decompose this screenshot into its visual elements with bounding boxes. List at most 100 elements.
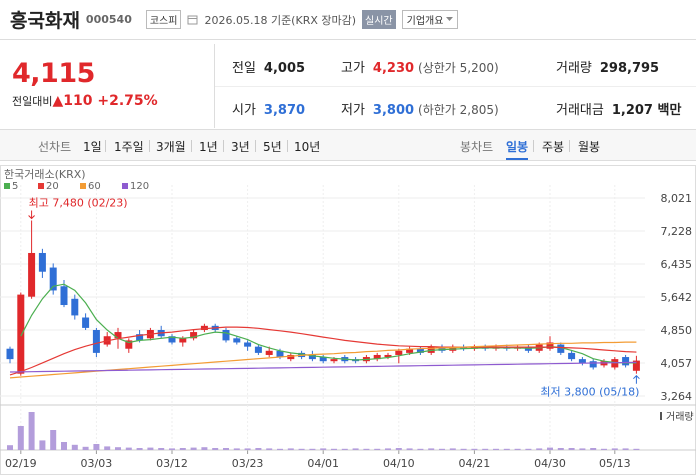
tab[interactable]: 월봉	[578, 140, 601, 154]
volume-bar	[287, 448, 294, 450]
candle-body	[406, 348, 414, 353]
candle-body	[125, 340, 133, 349]
volume-bar	[17, 426, 24, 450]
x-tick-label: 05/13	[599, 457, 631, 470]
candle-body	[168, 336, 176, 343]
candle-body	[395, 350, 403, 355]
volume-bar	[514, 448, 521, 450]
market-badge: 코스피	[145, 10, 182, 29]
candle-body	[622, 357, 630, 366]
candle-body	[222, 329, 230, 341]
y-tick-label: 8,021	[661, 192, 693, 205]
volume-bar	[439, 448, 445, 450]
volume-bar	[71, 444, 78, 450]
company-info-dropdown[interactable]: 기업개요	[401, 10, 459, 29]
dropdown-arrow	[446, 17, 454, 21]
tabs: 선차트 1일 1주일 3개월 1년 3년 5년 10년 봉차트 일봉 주봉 월봉	[0, 129, 696, 161]
annotation-text: 최고 7,480 (02/23)	[29, 197, 128, 210]
legend-label: 60	[88, 181, 101, 192]
volume-bar	[449, 448, 456, 450]
stat-note: (상한가 5,200)	[418, 61, 499, 75]
quote-box: 4,115 전일대비▲110 +2.75%	[0, 44, 215, 128]
y-tick-label: 4,850	[661, 324, 693, 337]
volume-bar	[136, 448, 143, 450]
x-tick-label: 04/01	[307, 457, 339, 470]
separator	[149, 140, 150, 152]
x-tick-label: 03/23	[232, 457, 264, 470]
candle-body	[546, 342, 554, 349]
volume-bar	[601, 448, 607, 450]
volume-bar	[201, 447, 208, 450]
moving-average-line	[9, 361, 637, 373]
tab-label: 선차트	[38, 140, 72, 154]
moving-average-line	[9, 326, 637, 376]
candle-body	[82, 317, 90, 328]
tab[interactable]: 1주일	[114, 140, 144, 154]
stat: 거래량 298,795	[556, 57, 659, 76]
candle-body	[233, 338, 241, 343]
volume-bar	[61, 442, 67, 450]
tab[interactable]: 3개월	[156, 140, 186, 154]
legend-swatch	[38, 183, 44, 189]
volume-bar	[341, 448, 348, 450]
stat: 시가 3,870	[232, 99, 305, 118]
legend-label: 20	[46, 181, 59, 192]
volume-bar	[147, 447, 154, 450]
candle-body	[578, 359, 586, 364]
volume-bar	[39, 440, 46, 450]
stat-value: 4,005	[263, 61, 306, 76]
x-tick-label: 04/30	[534, 457, 566, 470]
volume-bar	[547, 447, 553, 450]
volume-bar	[223, 448, 229, 450]
candle-body	[568, 352, 576, 360]
separator	[105, 140, 106, 152]
x-tick-label: 04/10	[383, 457, 415, 470]
volume-bar	[482, 448, 489, 450]
candle-body	[632, 360, 640, 371]
volume-bar	[471, 448, 478, 450]
volume-bar	[158, 448, 165, 450]
volume-bar	[190, 447, 197, 450]
candle-body	[373, 354, 381, 360]
volume-bar	[557, 448, 564, 450]
date: 2026.05.18 기준(KRX 장마감)	[204, 13, 357, 27]
divider	[215, 86, 696, 87]
tab[interactable]: 1년	[199, 140, 218, 154]
moving-average-line	[9, 341, 637, 379]
tab[interactable]: 주봉	[542, 140, 565, 154]
stat-label: 저가	[341, 103, 365, 118]
candle-body	[384, 354, 392, 358]
volume-bar	[406, 448, 413, 450]
candle-body	[60, 286, 68, 306]
tab[interactable]: 일봉	[506, 138, 529, 160]
change-label: 전일대비	[12, 95, 53, 108]
volume-label: 거래량	[666, 411, 694, 423]
candle-body	[438, 346, 446, 351]
tab[interactable]: 3년	[231, 140, 250, 154]
volume-bar	[633, 448, 640, 450]
volume-bar	[493, 448, 499, 450]
volume-bar	[622, 448, 629, 450]
annotation-arrow	[28, 210, 35, 220]
stat: 저가 3,800 (하한가 2,805)	[341, 99, 499, 118]
realtime-button[interactable]: 실시간	[362, 10, 396, 29]
candle-body	[17, 294, 25, 374]
candle-body	[38, 252, 46, 272]
volume-bar	[536, 448, 543, 450]
tab[interactable]: 5년	[263, 140, 282, 154]
candle-body	[49, 267, 57, 291]
candle-body	[190, 332, 198, 339]
volume-bar	[417, 448, 424, 450]
legend-label: 5	[12, 181, 18, 192]
x-tick-label: 04/21	[459, 457, 491, 470]
stat-value: 298,795	[599, 61, 660, 76]
calendar-icon	[187, 15, 198, 25]
candle-body	[28, 252, 36, 297]
tab[interactable]: 10년	[294, 140, 321, 154]
tab[interactable]: 1일	[83, 140, 102, 154]
legend-swatch	[122, 183, 128, 189]
volume-bar	[7, 445, 13, 450]
x-tick-label: 03/03	[81, 457, 113, 470]
stat-label: 거래대금	[556, 103, 604, 118]
separator	[255, 140, 256, 152]
